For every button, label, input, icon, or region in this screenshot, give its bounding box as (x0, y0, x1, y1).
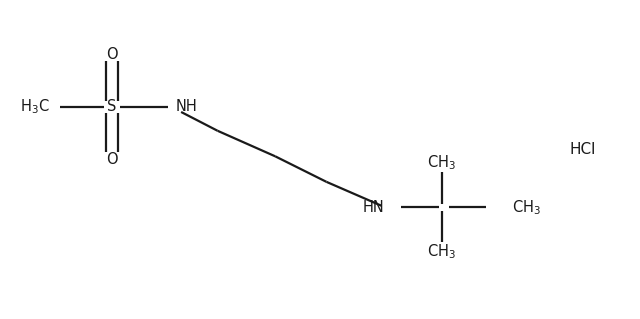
Text: HCl: HCl (569, 142, 596, 158)
Text: NH: NH (176, 99, 198, 115)
Text: S: S (108, 99, 116, 115)
Text: O: O (106, 47, 118, 62)
Text: HN: HN (362, 200, 384, 215)
Text: CH$_3$: CH$_3$ (427, 243, 456, 261)
Text: H$_3$C: H$_3$C (20, 98, 50, 116)
Text: CH$_3$: CH$_3$ (427, 153, 456, 172)
Text: O: O (106, 152, 118, 167)
Text: CH$_3$: CH$_3$ (512, 198, 541, 217)
